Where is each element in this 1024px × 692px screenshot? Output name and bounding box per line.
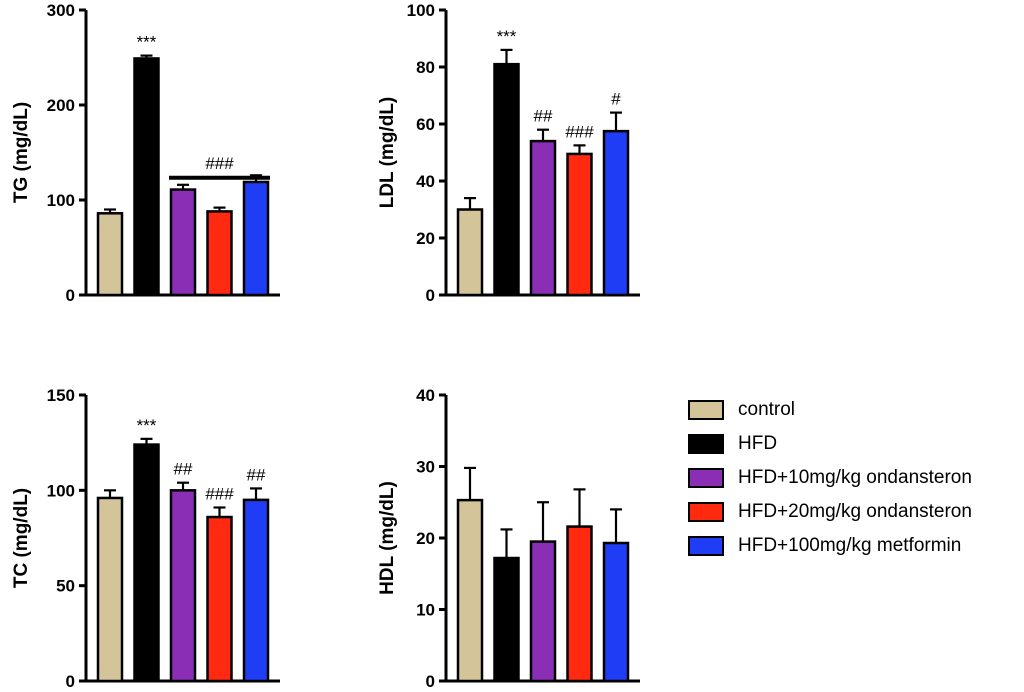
- legend-label-control: control: [738, 399, 796, 420]
- bar-hdl-4: [602, 541, 630, 683]
- annotation-ldl-2: ##: [534, 107, 553, 126]
- y-tick-label-ldl-1: 20: [416, 229, 435, 248]
- bar-hdl-1: [493, 556, 520, 683]
- y-tick-label-hdl-2: 20: [416, 529, 435, 548]
- y-tick-label-hdl-4: 40: [416, 386, 435, 405]
- y-axis-title-ldl: LDL (mg/dL): [377, 97, 398, 209]
- legend: control HFD HFD+10mg/kg ondansteron HFD+…: [688, 398, 972, 568]
- y-axis-title-tc: TC (mg/dL): [11, 488, 32, 588]
- annotation-tg-1: ***: [137, 33, 157, 52]
- bar-hdl-0: [456, 498, 484, 683]
- legend-item-hfd-20-ondansteron: HFD+20mg/kg ondansteron: [688, 500, 972, 524]
- bar-tc-0: [96, 496, 124, 683]
- y-tick-label-hdl-1: 10: [416, 601, 435, 620]
- y-tick-label-ldl-5: 100: [407, 1, 435, 20]
- panel-hdl: 0 10 20 30 40 HDL (mg/dL): [377, 386, 640, 691]
- bracket-label-tg: ###: [205, 154, 234, 173]
- legend-label-hfd-10-ondansteron: HFD+10mg/kg ondansteron: [738, 467, 972, 488]
- bar-ldl-4: [602, 129, 630, 297]
- bar-tc-3: [206, 515, 233, 683]
- y-tick-label-tg-3: 300: [47, 1, 75, 20]
- annotation-tc-3: ###: [205, 484, 234, 503]
- y-tick-label-tc-1: 50: [56, 577, 75, 596]
- panel-tg: 0 100 200 300 TG (mg/dL) *** ###: [11, 1, 280, 305]
- y-tick-label-ldl-3: 60: [416, 115, 435, 134]
- y-tick-label-tc-3: 150: [47, 386, 75, 405]
- y-tick-label-ldl-2: 40: [416, 172, 435, 191]
- bar-tg-1: [133, 57, 160, 297]
- bar-ldl-0: [456, 208, 484, 297]
- y-tick-label-hdl-3: 30: [416, 458, 435, 477]
- legend-item-hfd-10-ondansteron: HFD+10mg/kg ondansteron: [688, 466, 972, 490]
- legend-swatch-hfd-100-metformin: [688, 536, 724, 556]
- legend-item-hfd-100-metformin: HFD+100mg/kg metformin: [688, 534, 972, 558]
- y-tick-label-ldl-0: 0: [426, 286, 435, 305]
- bar-tc-2: [169, 489, 197, 683]
- y-tick-label-hdl-0: 0: [426, 672, 435, 691]
- bar-hdl-3: [566, 525, 593, 683]
- legend-swatch-hfd: [688, 434, 724, 454]
- bar-hdl-2: [529, 540, 557, 683]
- legend-swatch-hfd-20-ondansteron: [688, 502, 724, 522]
- annotation-ldl-3: ###: [565, 122, 594, 141]
- annotation-ldl-1: ***: [497, 27, 517, 46]
- annotation-tc-4: ##: [247, 465, 266, 484]
- bar-tg-0: [96, 212, 124, 297]
- bar-tg-2: [169, 188, 197, 297]
- legend-item-control: control: [688, 398, 972, 422]
- legend-swatch-control: [688, 400, 724, 420]
- bar-tc-4: [242, 498, 270, 683]
- bar-tg-3: [206, 210, 233, 297]
- y-tick-label-ldl-4: 80: [416, 58, 435, 77]
- legend-label-hfd-100-metformin: HFD+100mg/kg metformin: [738, 535, 962, 556]
- bar-ldl-1: [493, 62, 520, 297]
- legend-label-hfd: HFD: [738, 433, 778, 454]
- y-tick-label-tc-2: 100: [47, 481, 75, 500]
- y-axis-title-hdl: HDL (mg/dL): [377, 481, 398, 595]
- y-tick-label-tc-0: 0: [66, 672, 75, 691]
- annotation-ldl-4: #: [611, 90, 621, 109]
- legend-item-hfd: HFD: [688, 432, 972, 456]
- bar-tg-4: [242, 180, 270, 297]
- bar-ldl-3: [566, 152, 593, 297]
- bar-ldl-2: [529, 139, 557, 297]
- y-tick-label-tg-2: 200: [47, 96, 75, 115]
- annotation-tc-1: ***: [137, 416, 157, 435]
- legend-label-hfd-20-ondansteron: HFD+20mg/kg ondansteron: [738, 501, 972, 522]
- bar-tc-1: [133, 443, 160, 683]
- y-tick-label-tg-1: 100: [47, 191, 75, 210]
- y-tick-label-tg-0: 0: [66, 286, 75, 305]
- legend-swatch-hfd-10-ondansteron: [688, 468, 724, 488]
- y-axis-title-tg: TG (mg/dL): [11, 102, 32, 203]
- annotation-tc-2: ##: [174, 460, 193, 479]
